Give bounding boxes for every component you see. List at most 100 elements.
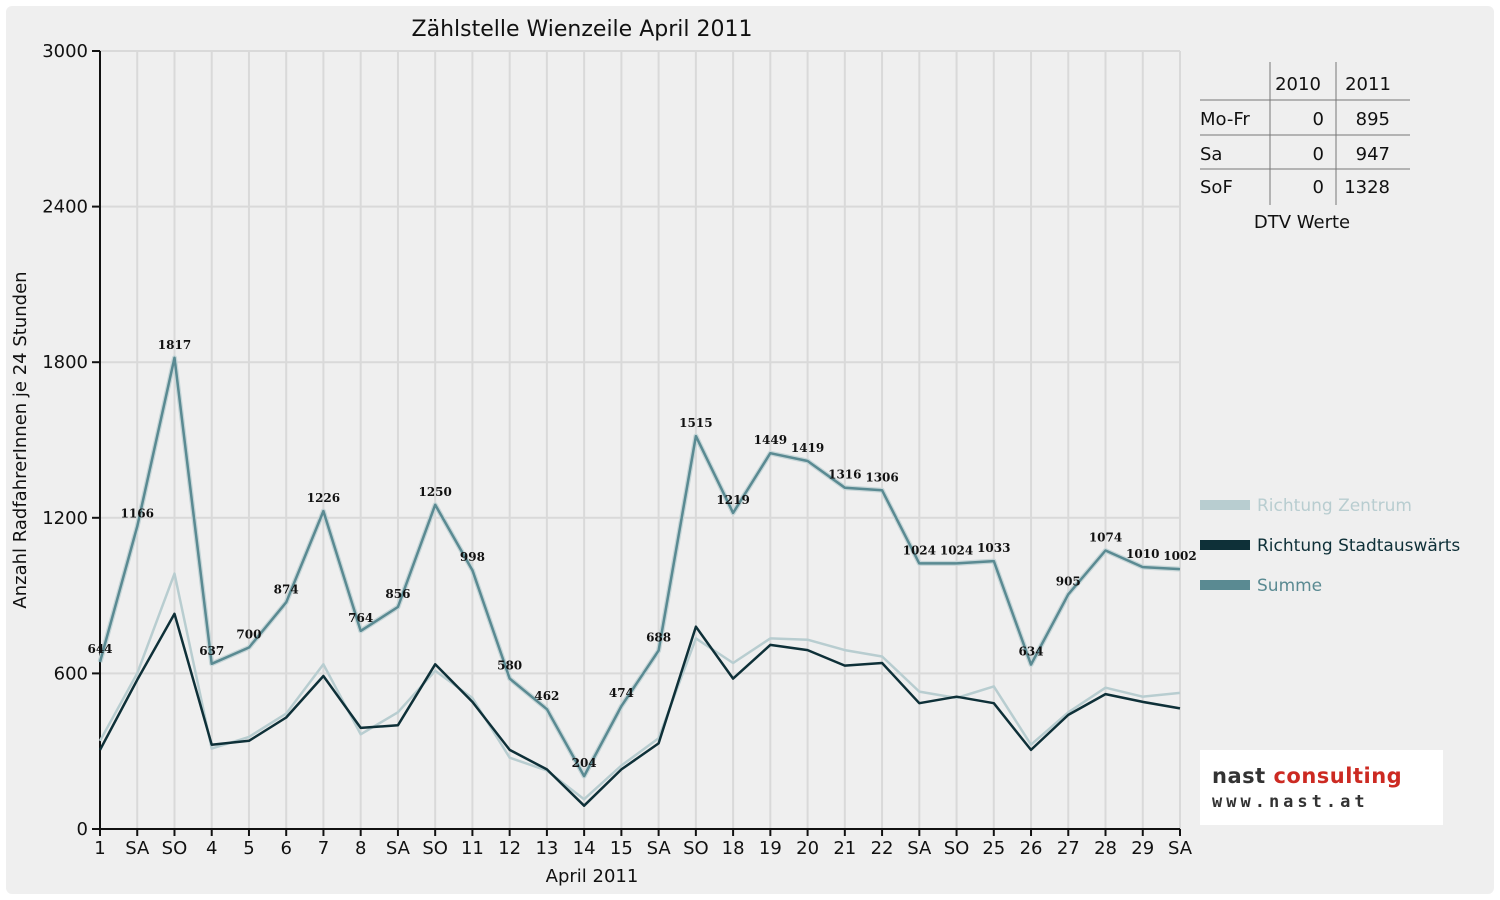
y-axis-label: Anzahl RadfahrerInnen je 24 Stunden — [10, 271, 31, 608]
data-label: 474 — [609, 686, 634, 700]
dtv-cell: 0 — [1313, 109, 1324, 130]
data-label: 1449 — [754, 433, 787, 447]
legend-label-summe: Summe — [1257, 576, 1322, 596]
x-tick-label: 12 — [498, 838, 521, 859]
x-tick-label: SO — [162, 838, 188, 859]
dtv-cell: 1328 — [1344, 177, 1390, 198]
y-tick-label: 0 — [77, 819, 88, 840]
data-label: 1024 — [903, 543, 936, 557]
y-tick-label: 3000 — [42, 41, 88, 62]
data-label: 1419 — [791, 441, 824, 455]
x-tick-label: 21 — [833, 838, 856, 859]
data-label: 1250 — [418, 485, 451, 499]
x-tick-label: SA — [647, 838, 672, 859]
data-label: 1033 — [977, 541, 1010, 555]
data-labels: 644 1166 1817 637 700 874 1226 764 856 1250 998 580… — [87, 338, 1196, 770]
data-label: 1219 — [716, 493, 749, 507]
x-tick-labels: 1 SA SO 4 5 6 7 8 SA SO 11 12 13 14 15 SA SO 18 19 20 21 22 SA… — [94, 838, 1192, 859]
data-label: 998 — [460, 550, 485, 564]
legend-swatch-stadtauswaerts — [1200, 540, 1250, 550]
data-label: 1515 — [679, 416, 712, 430]
data-label: 688 — [646, 631, 671, 645]
x-tick-label: 25 — [982, 838, 1005, 859]
nast-consulting-logo: nast consulting www.nast.at — [1200, 750, 1443, 825]
x-tick-label: 5 — [243, 838, 254, 859]
data-label: 204 — [572, 756, 597, 770]
data-label: 856 — [385, 587, 410, 601]
logo-text-nast: nast — [1212, 764, 1266, 788]
x-tick-label: SO — [422, 838, 448, 859]
y-tick-label: 1800 — [42, 352, 88, 373]
dtv-row-label: Mo-Fr — [1200, 109, 1250, 130]
y-tick-label: 1200 — [42, 508, 88, 529]
dtv-cell: 0 — [1313, 177, 1324, 198]
legend-swatch-summe — [1200, 580, 1250, 590]
x-tick-label: 1 — [94, 838, 105, 859]
dtv-row-label: SoF — [1200, 177, 1233, 198]
x-tick-label: 20 — [796, 838, 819, 859]
x-tick-label: 29 — [1131, 838, 1154, 859]
x-tick-label: 8 — [355, 838, 366, 859]
x-tick-label: 27 — [1057, 838, 1080, 859]
legend-label-stadtauswaerts: Richtung Stadtauswärts — [1257, 536, 1460, 556]
x-tick-label: 18 — [722, 838, 745, 859]
data-label: 1024 — [940, 543, 973, 557]
logo-url: www.nast.at — [1212, 792, 1369, 812]
x-tick-label: SO — [683, 838, 709, 859]
x-tick-label: 6 — [280, 838, 291, 859]
logo-text-consulting: consulting — [1273, 764, 1403, 788]
dtv-row-label: Sa — [1200, 144, 1222, 165]
x-tick-label: 22 — [871, 838, 894, 859]
x-tick-label: 13 — [535, 838, 558, 859]
x-tick-label: 4 — [206, 838, 217, 859]
x-tick-label: 26 — [1020, 838, 1043, 859]
x-tick-label: 14 — [573, 838, 596, 859]
series-line-zentrum — [98, 572, 1181, 801]
data-label: 1074 — [1089, 530, 1122, 544]
data-label: 1166 — [121, 507, 154, 521]
series-line-summe — [98, 356, 1181, 778]
y-tick-label: 600 — [54, 663, 88, 684]
legend: Richtung Zentrum Richtung Stadtauswärts … — [1200, 496, 1460, 596]
x-tick-label: SO — [944, 838, 970, 859]
data-label: 1316 — [828, 468, 861, 482]
dtv-table: 2010 2011 Mo-Fr 0 895 Sa 0 947 SoF 0 132… — [1200, 62, 1410, 233]
x-tick-label: SA — [125, 838, 150, 859]
x-tick-label: SA — [907, 838, 932, 859]
dtv-col-2010: 2010 — [1275, 74, 1321, 95]
data-label: 1306 — [865, 470, 898, 484]
data-label: 462 — [534, 689, 559, 703]
data-label: 700 — [236, 627, 261, 641]
legend-swatch-zentrum — [1200, 500, 1250, 510]
data-label: 1226 — [307, 491, 340, 505]
x-axis-label: April 2011 — [546, 866, 639, 887]
chart-frame — [6, 6, 1494, 894]
data-label: 580 — [497, 659, 522, 673]
x-tick-label: 7 — [318, 838, 329, 859]
dtv-cell: 895 — [1356, 109, 1390, 130]
data-label: 905 — [1056, 574, 1081, 588]
x-tick-label: SA — [386, 838, 411, 859]
data-label: 874 — [274, 582, 299, 596]
legend-label-zentrum: Richtung Zentrum — [1257, 496, 1412, 516]
x-tick-label: 19 — [759, 838, 782, 859]
dtv-cell: 0 — [1313, 144, 1324, 165]
series-line-stadtauswaerts — [98, 612, 1181, 807]
x-tick-label: 11 — [461, 838, 484, 859]
series-lines — [97, 355, 1181, 807]
series-line-summe-halo — [97, 355, 1181, 779]
dtv-caption: DTV Werte — [1254, 212, 1350, 233]
data-label: 634 — [1019, 645, 1044, 659]
dtv-col-2011: 2011 — [1345, 74, 1391, 95]
data-label: 1010 — [1126, 547, 1159, 561]
data-label: 764 — [348, 611, 373, 625]
chart-title: Zählstelle Wienzeile April 2011 — [412, 17, 753, 42]
x-tick-label: 28 — [1094, 838, 1117, 859]
y-tick-labels: 0 600 1200 1800 2400 3000 — [42, 41, 88, 840]
x-tick-label: 15 — [610, 838, 633, 859]
data-label: 1817 — [158, 338, 191, 352]
x-tick-label: SA — [1168, 838, 1193, 859]
data-label: 637 — [199, 644, 224, 658]
dtv-cell: 947 — [1356, 144, 1390, 165]
